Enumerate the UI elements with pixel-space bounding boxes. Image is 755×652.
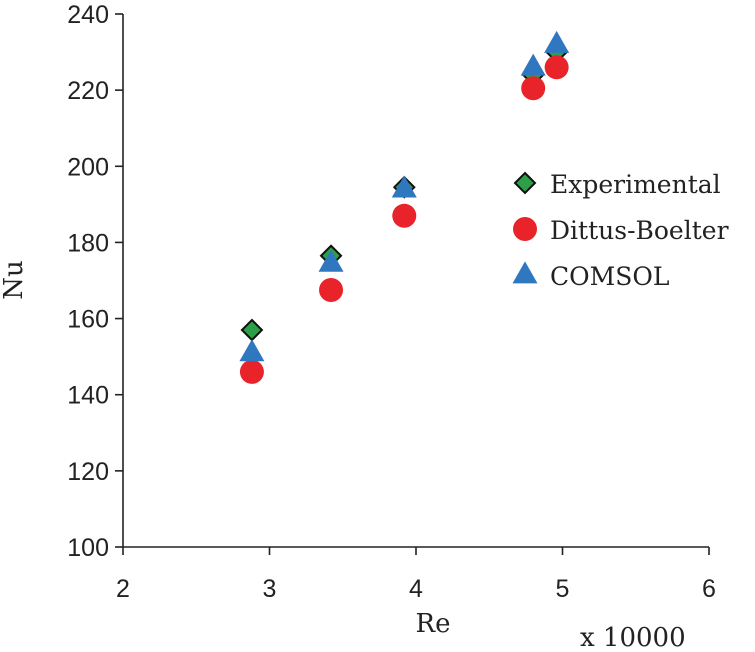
legend-item: COMSOL bbox=[512, 261, 669, 291]
legend-label: Experimental bbox=[550, 170, 721, 199]
data-point-triangle bbox=[318, 249, 344, 272]
data-point-circle bbox=[239, 359, 264, 384]
x-axis-title: Re bbox=[416, 609, 451, 639]
plot-area: 100 120 140 160 180 200 220 240 2 3 4 5 6 bbox=[67, 1, 716, 603]
data-point-circle bbox=[544, 55, 569, 80]
data-point-triangle bbox=[520, 53, 546, 76]
data-point-triangle bbox=[239, 339, 265, 362]
y-tick-label: 140 bbox=[67, 382, 109, 410]
series-dittus-boelter bbox=[239, 55, 569, 384]
y-tick-label: 240 bbox=[67, 1, 109, 29]
y-axis-title: Nu bbox=[0, 260, 29, 300]
y-axis-ticks: 100 120 140 160 180 200 220 240 bbox=[67, 1, 123, 562]
x-tick-label: 3 bbox=[263, 575, 277, 603]
y-tick-label: 160 bbox=[67, 306, 109, 334]
legend-marker-triangle bbox=[512, 261, 538, 284]
series-layer bbox=[239, 30, 570, 384]
x-tick-label: 5 bbox=[556, 575, 570, 603]
y-tick-label: 180 bbox=[67, 229, 109, 257]
x-axis-multiplier: x 10000 bbox=[580, 623, 686, 652]
y-tick-label: 100 bbox=[67, 534, 109, 562]
data-point-circle bbox=[521, 76, 546, 101]
x-axis-ticks: 2 3 4 5 6 bbox=[116, 547, 716, 603]
legend-item: Experimental bbox=[513, 170, 721, 199]
y-tick-label: 120 bbox=[67, 458, 109, 486]
x-tick-label: 2 bbox=[116, 575, 130, 603]
data-point-diamond bbox=[240, 318, 264, 342]
x-tick-label: 6 bbox=[702, 575, 716, 603]
data-point-circle bbox=[392, 203, 417, 228]
series-comsol bbox=[239, 30, 570, 362]
legend-label: Dittus-Boelter bbox=[550, 216, 729, 245]
legend-marker-diamond bbox=[513, 171, 537, 195]
legend-label: COMSOL bbox=[550, 262, 669, 291]
y-tick-label: 220 bbox=[67, 77, 109, 105]
legend: Experimental Dittus-Boelter COMSOL bbox=[512, 170, 729, 291]
y-tick-label: 200 bbox=[67, 153, 109, 181]
x-tick-label: 4 bbox=[409, 575, 423, 603]
data-point-triangle bbox=[544, 30, 570, 53]
legend-marker-circle bbox=[513, 217, 537, 241]
data-point-circle bbox=[319, 278, 344, 303]
data-point-triangle bbox=[391, 175, 417, 198]
legend-item: Dittus-Boelter bbox=[513, 216, 729, 245]
